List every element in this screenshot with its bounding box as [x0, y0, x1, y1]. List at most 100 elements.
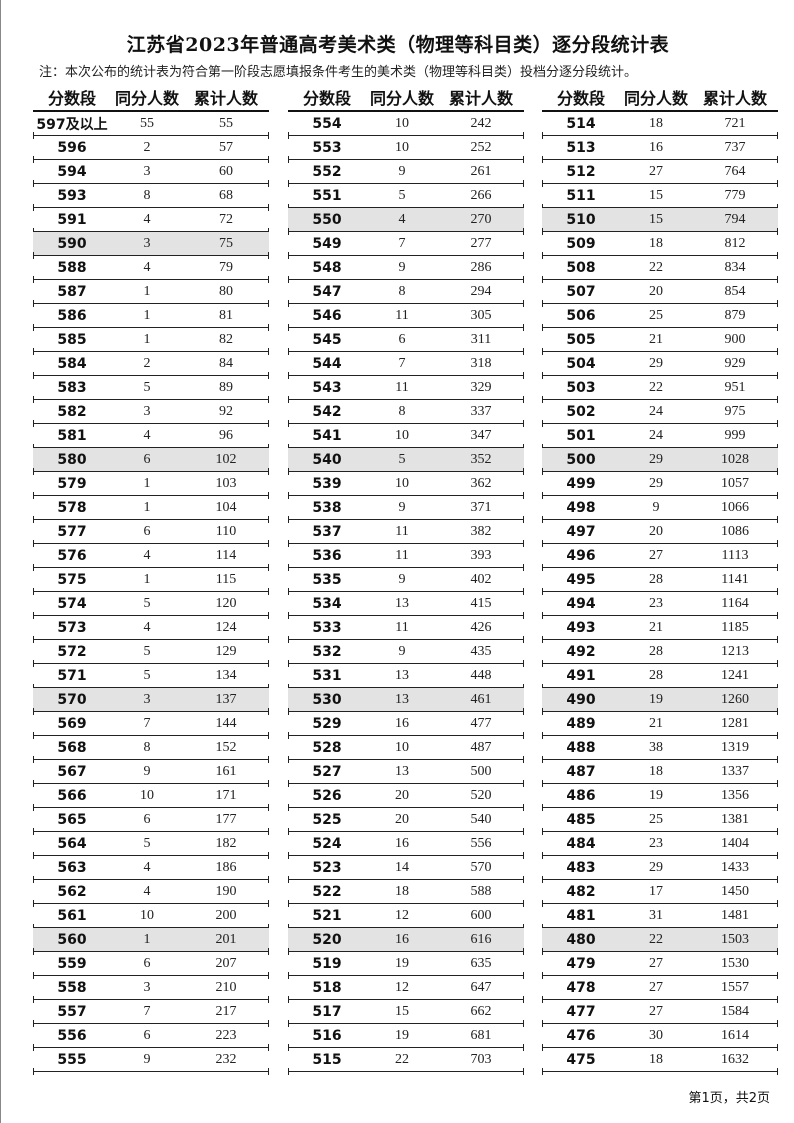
count-cell: 10 — [140, 787, 154, 803]
score-cell: 547 — [312, 283, 342, 300]
score-cell: 505 — [566, 331, 596, 348]
cumulative-cell: 556 — [470, 835, 492, 851]
count-cell: 22 — [649, 379, 663, 395]
table-row: 524 16 556 — [288, 832, 524, 859]
score-cell: 480 — [566, 931, 596, 948]
count-cell: 21 — [649, 331, 663, 347]
count-cell: 3 — [143, 403, 151, 419]
cumulative-cell: 190 — [215, 883, 237, 899]
score-cell: 493 — [566, 619, 596, 636]
count-cell: 11 — [395, 379, 409, 395]
cumulative-cell: 1614 — [721, 1027, 749, 1043]
cumulative-cell: 124 — [215, 619, 237, 635]
score-cell: 528 — [312, 739, 342, 756]
cumulative-cell: 96 — [219, 427, 233, 443]
header-count: 同分人数 — [623, 89, 688, 108]
score-cell: 527 — [312, 763, 342, 780]
score-cell: 521 — [312, 907, 342, 924]
table-row: 489 21 1281 — [542, 712, 778, 739]
score-cell: 524 — [312, 835, 342, 852]
score-cell: 581 — [57, 427, 87, 444]
cumulative-cell: 1260 — [721, 691, 749, 707]
cumulative-cell: 854 — [724, 283, 746, 299]
count-cell: 19 — [395, 1027, 409, 1043]
cumulative-cell: 1584 — [721, 1003, 749, 1019]
cumulative-cell: 1086 — [721, 523, 749, 539]
score-cell: 483 — [566, 859, 596, 876]
table-row: 482 17 1450 — [542, 880, 778, 907]
score-cell: 582 — [57, 403, 87, 420]
count-cell: 25 — [649, 811, 663, 827]
table-row: 545 6 311 — [288, 328, 524, 355]
count-cell: 4 — [143, 883, 151, 899]
cumulative-cell: 115 — [215, 571, 237, 587]
cumulative-cell: 89 — [219, 379, 233, 395]
cumulative-cell: 448 — [470, 667, 492, 683]
count-cell: 3 — [143, 979, 151, 995]
score-cell: 541 — [312, 427, 342, 444]
count-cell: 3 — [143, 235, 151, 251]
cumulative-cell: 60 — [219, 163, 233, 179]
count-cell: 18 — [649, 115, 663, 131]
count-cell: 27 — [649, 1003, 663, 1019]
score-cell: 555 — [57, 1051, 87, 1068]
cumulative-cell: 200 — [215, 907, 237, 923]
cumulative-cell: 1319 — [721, 739, 749, 755]
score-cell: 539 — [312, 475, 342, 492]
page-number: 第1页，共2页 — [688, 1091, 770, 1106]
count-cell: 8 — [143, 739, 151, 755]
count-cell: 1 — [143, 307, 151, 323]
table-row: 588 4 79 — [33, 256, 269, 283]
count-cell: 24 — [649, 403, 663, 419]
count-cell: 31 — [649, 907, 663, 923]
table-row: 577 6 110 — [33, 520, 269, 547]
cumulative-cell: 1404 — [721, 835, 749, 851]
table-row: 548 9 286 — [288, 256, 524, 283]
table-row: 552 9 261 — [288, 160, 524, 187]
cumulative-cell: 68 — [219, 187, 233, 203]
cumulative-cell: 951 — [724, 379, 746, 395]
table-row: 530 13 461 — [288, 688, 524, 715]
count-cell: 18 — [649, 1051, 663, 1067]
count-cell: 9 — [143, 763, 151, 779]
table-block-2: 分数段 同分人数 累计人数 554 10 242 553 10 252 552 9 261 551… — [288, 84, 524, 1075]
cumulative-cell: 1450 — [721, 883, 749, 899]
table-row: 477 27 1584 — [542, 1000, 778, 1027]
count-cell: 21 — [649, 619, 663, 635]
count-cell: 30 — [649, 1027, 663, 1043]
cumulative-cell: 102 — [215, 451, 237, 467]
count-cell: 12 — [395, 979, 409, 995]
count-cell: 20 — [649, 523, 663, 539]
cumulative-cell: 1557 — [721, 979, 749, 995]
table-row: 559 6 207 — [33, 952, 269, 979]
cumulative-cell: 1241 — [721, 667, 749, 683]
score-cell: 569 — [57, 715, 87, 732]
cumulative-cell: 80 — [219, 283, 233, 299]
cumulative-cell: 232 — [215, 1051, 237, 1067]
header-score: 分数段 — [47, 89, 96, 108]
cumulative-cell: 393 — [470, 547, 492, 563]
score-cell: 549 — [312, 235, 342, 252]
count-cell: 18 — [649, 763, 663, 779]
cumulative-cell: 1530 — [721, 955, 749, 971]
table-row: 574 5 120 — [33, 592, 269, 619]
table-row: 478 27 1557 — [542, 976, 778, 1003]
header-cumulative: 累计人数 — [448, 89, 513, 108]
table-row: 505 21 900 — [542, 328, 778, 355]
table-row: 582 3 92 — [33, 400, 269, 427]
cumulative-cell: 84 — [219, 355, 233, 371]
table-row: 491 28 1241 — [542, 664, 778, 691]
table-row: 494 23 1164 — [542, 592, 778, 619]
score-cell: 576 — [57, 547, 87, 564]
count-cell: 5 — [143, 643, 151, 659]
cumulative-cell: 171 — [215, 787, 237, 803]
count-cell: 19 — [395, 955, 409, 971]
cumulative-cell: 1632 — [721, 1051, 749, 1067]
count-cell: 16 — [395, 835, 409, 851]
table-row: 586 1 81 — [33, 304, 269, 331]
table-row: 551 5 266 — [288, 184, 524, 211]
table-row: 554 10 242 — [288, 112, 524, 139]
score-cell: 591 — [57, 211, 87, 228]
count-cell: 22 — [649, 259, 663, 275]
cumulative-cell: 382 — [470, 523, 492, 539]
